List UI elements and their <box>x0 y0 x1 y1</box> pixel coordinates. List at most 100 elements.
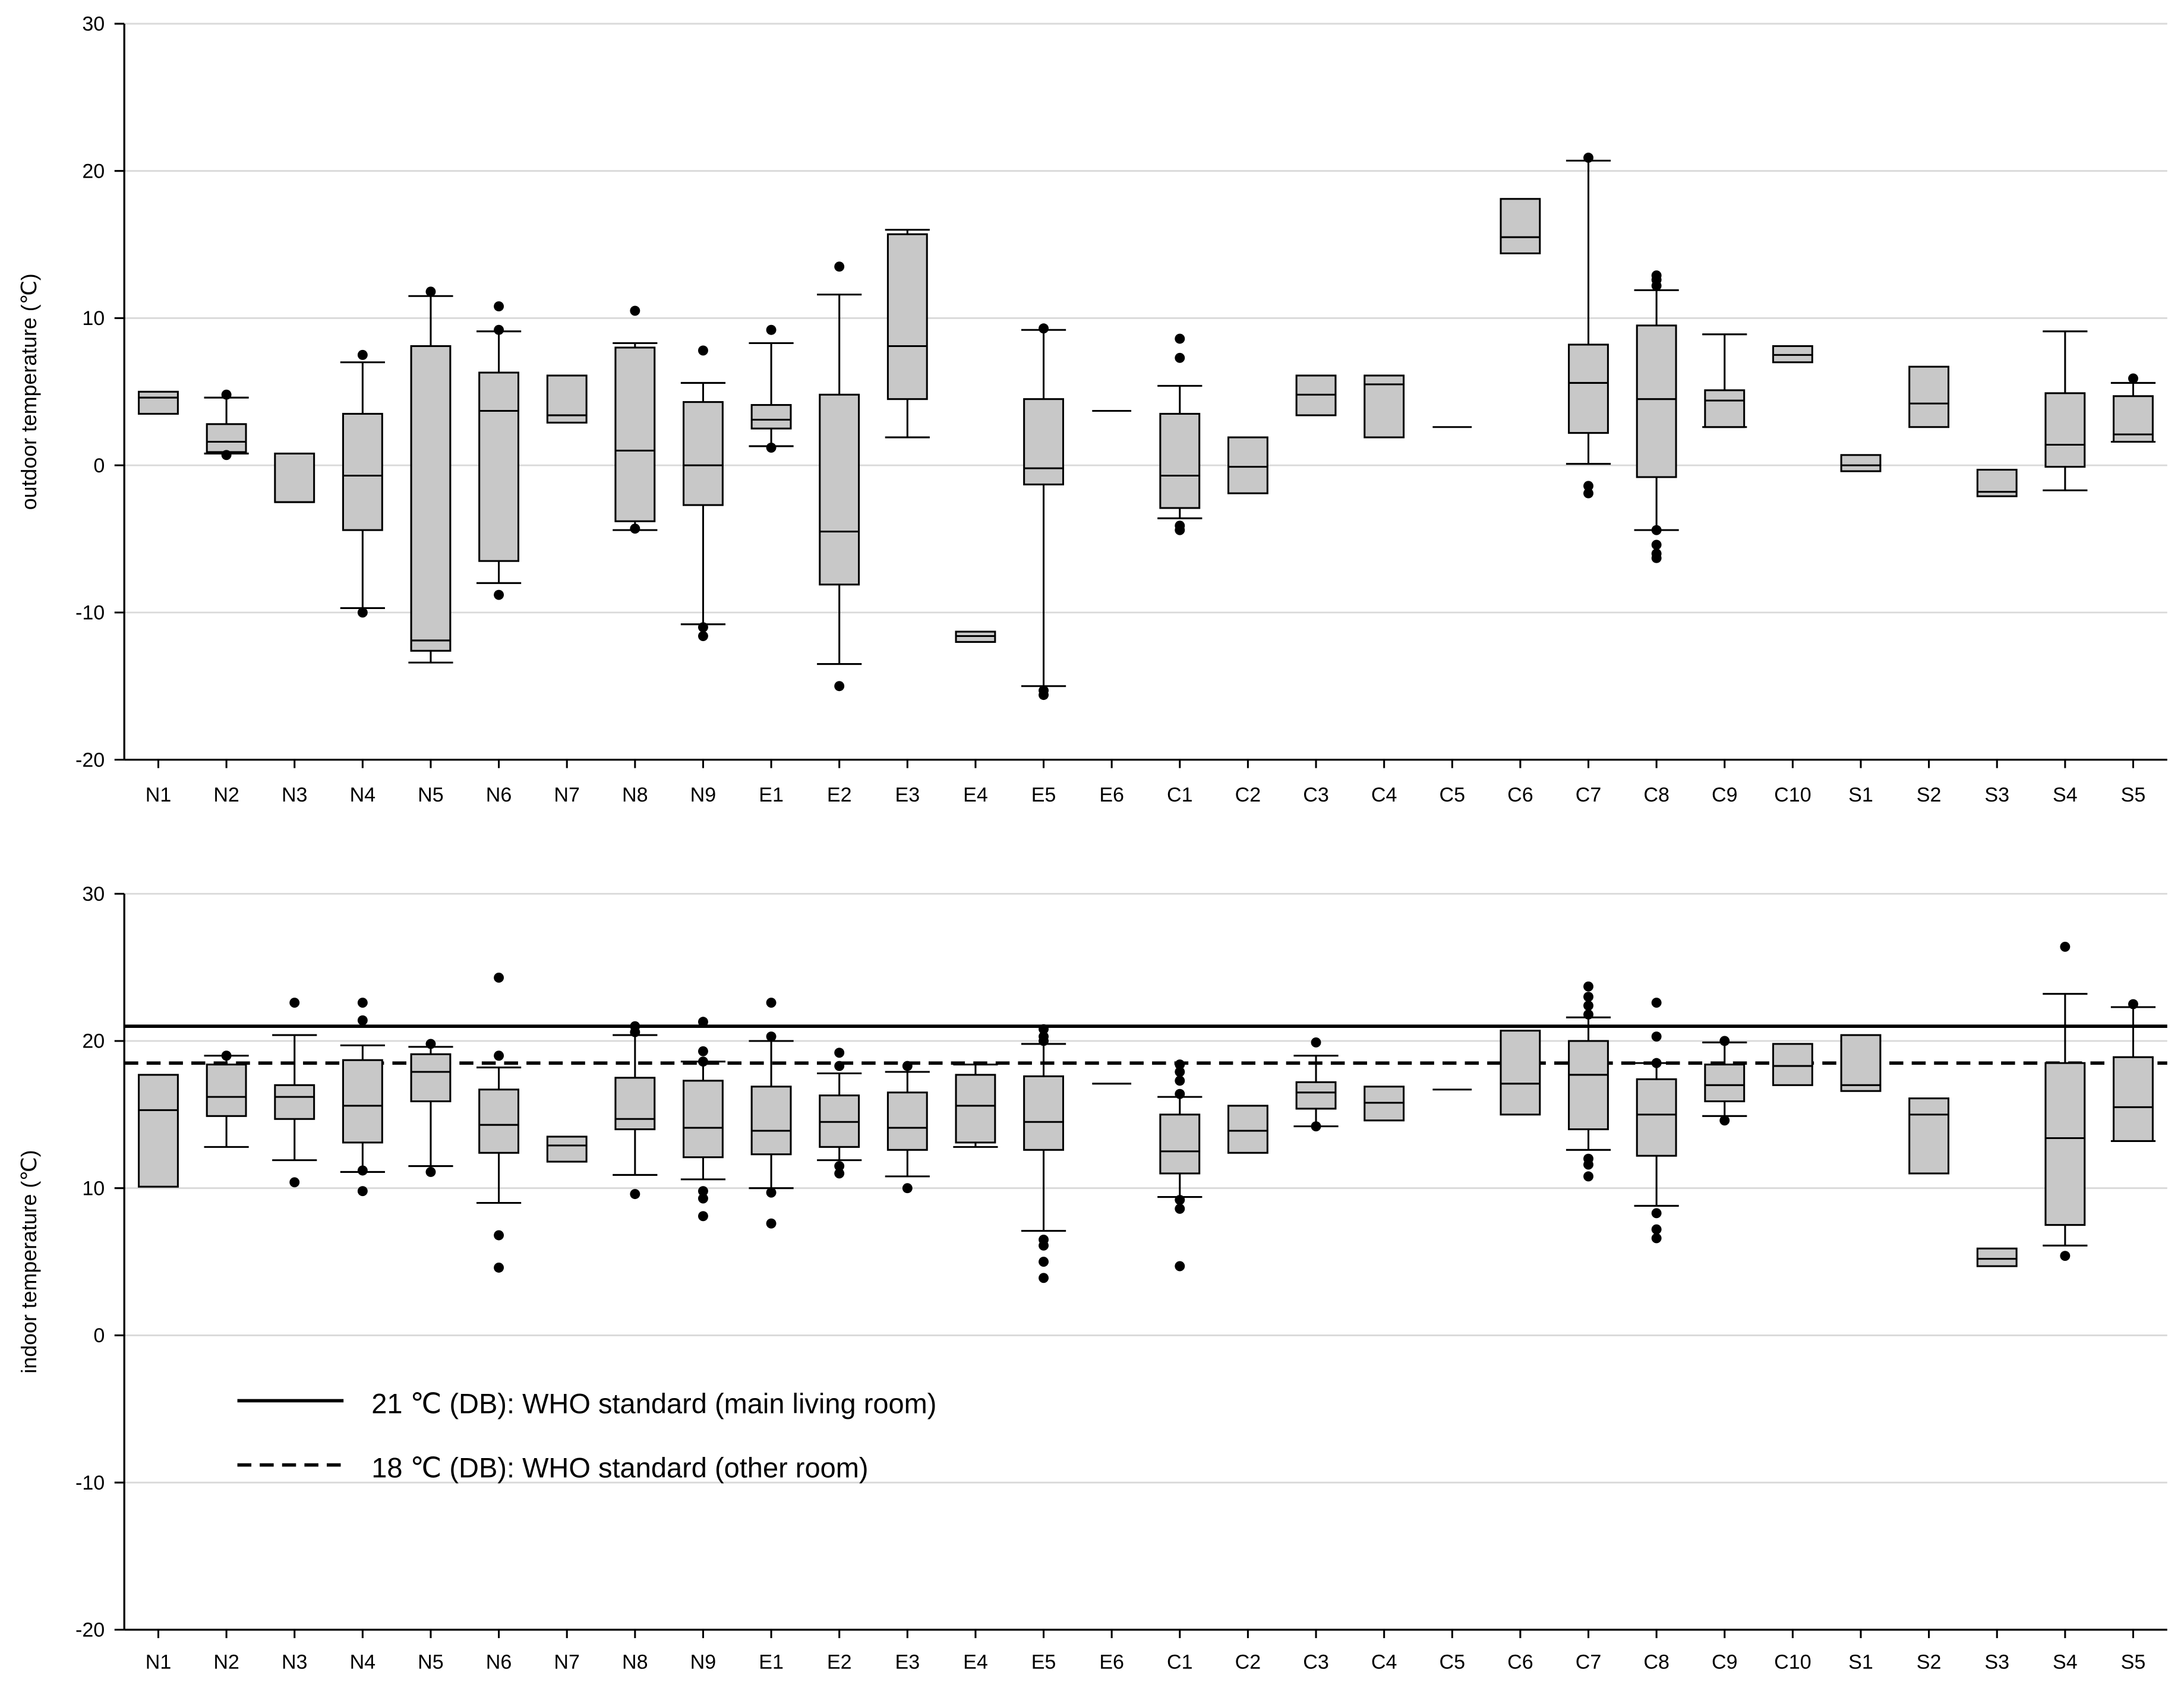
box-S1 <box>1840 454 1882 472</box>
box-iqr <box>1500 198 1541 254</box>
box-S3 <box>1976 1247 2018 1267</box>
box-iqr <box>2113 1056 2154 1142</box>
x-tick-label: N7 <box>554 1651 580 1674</box>
outlier-point <box>494 1050 504 1061</box>
outlier-point <box>698 1193 708 1204</box>
box-S1 <box>1840 1034 1882 1092</box>
x-tick-label: N5 <box>418 784 444 806</box>
x-tick-label: N9 <box>690 784 717 806</box>
outlier-point <box>357 607 368 618</box>
box-iqr <box>1159 412 1201 509</box>
x-tick-label: N9 <box>690 1651 717 1674</box>
x-tick-label: C4 <box>1371 1651 1397 1674</box>
x-tick-label: N6 <box>486 784 512 806</box>
outlier-point <box>630 1189 640 1200</box>
outlier-point <box>698 345 708 356</box>
box-C2 <box>1227 436 1268 494</box>
box-iqr <box>683 401 724 506</box>
box-iqr <box>138 1074 179 1188</box>
outlier-point <box>1039 690 1049 701</box>
x-tick-label: C4 <box>1371 784 1397 806</box>
box-N6 <box>476 972 522 1273</box>
outlier-point <box>2128 999 2138 1009</box>
x-tick-label: N8 <box>622 1651 648 1674</box>
x-tick-label: C1 <box>1167 784 1193 806</box>
outlier-point <box>1039 323 1049 334</box>
x-tick-label: C5 <box>1439 1651 1465 1674</box>
box-iqr <box>1364 374 1405 438</box>
box-S4 <box>2043 941 2088 1261</box>
box-E5 <box>1021 1024 1066 1283</box>
x-tick-label: E2 <box>827 1651 852 1674</box>
x-tick-label: E3 <box>895 1651 920 1674</box>
box-iqr <box>206 1064 247 1117</box>
y-tick-label: 10 <box>82 1177 105 1200</box>
box-iqr <box>819 393 860 586</box>
outlier-point <box>1651 1208 1662 1219</box>
box-E2 <box>817 261 862 692</box>
x-tick-label: S4 <box>2053 784 2078 806</box>
outlier-point <box>1175 333 1185 344</box>
outlier-point <box>1583 992 1593 1002</box>
y-tick-label: 10 <box>82 307 105 330</box>
outlier-point <box>357 1015 368 1026</box>
outlier-point <box>1583 1001 1593 1011</box>
box-iqr <box>1023 398 1064 485</box>
box-N4 <box>340 998 385 1197</box>
outlier-point <box>1651 270 1662 281</box>
outlier-point <box>834 1048 845 1058</box>
x-tick-label: C7 <box>1576 1651 1602 1674</box>
outlier-point <box>766 1031 777 1042</box>
outlier-point <box>902 1183 913 1194</box>
box-S3 <box>1976 469 2018 497</box>
outlier-point <box>425 286 436 297</box>
box-N2 <box>204 1050 249 1148</box>
box-S4 <box>2043 330 2088 491</box>
outlier-point <box>1175 1075 1185 1086</box>
x-tick-label: S5 <box>2121 1651 2146 1674</box>
outlier-point <box>221 389 232 400</box>
outlier-point <box>1175 525 1185 535</box>
outlier-point <box>766 324 777 335</box>
box-N4 <box>340 349 385 618</box>
outlier-point <box>221 450 232 460</box>
box-N7 <box>546 1135 588 1163</box>
box-E3 <box>885 1061 930 1194</box>
outlier-point <box>1651 525 1662 535</box>
outlier-point <box>1039 1031 1049 1042</box>
x-tick-label: N6 <box>486 1651 512 1674</box>
outlier-point <box>2128 373 2138 384</box>
box-C1 <box>1157 1059 1203 1272</box>
box-S2 <box>1908 1097 1950 1175</box>
outlier-point <box>834 1061 845 1071</box>
x-tick-label: N5 <box>418 1651 444 1674</box>
x-tick-label: E5 <box>1031 784 1056 806</box>
x-tick-label: N4 <box>350 1651 376 1674</box>
box-C2 <box>1227 1105 1268 1154</box>
outlier-point <box>1039 1257 1049 1267</box>
box-C4 <box>1364 1086 1405 1122</box>
x-tick-label: E1 <box>759 1651 784 1674</box>
outlier-point <box>1651 998 1662 1008</box>
outlier-point <box>698 1186 708 1197</box>
x-tick-label: E5 <box>1031 1651 1056 1674</box>
y-tick-label: 20 <box>82 160 105 182</box>
outlier-point <box>1039 1234 1049 1245</box>
box-C3 <box>1295 374 1337 417</box>
x-tick-label: C9 <box>1712 1651 1738 1674</box>
outlier-point <box>834 1161 845 1172</box>
outlier-point <box>698 1056 708 1067</box>
box-iqr <box>614 1077 656 1131</box>
x-tick-label: E6 <box>1099 784 1124 806</box>
x-tick-label: C3 <box>1303 1651 1329 1674</box>
box-C3 <box>1293 1037 1339 1132</box>
outlier-point <box>1311 1121 1321 1132</box>
outlier-point <box>698 631 708 641</box>
box-iqr <box>683 1080 724 1159</box>
x-tick-label: E4 <box>963 1651 988 1674</box>
box-iqr <box>274 452 315 503</box>
outlier-point <box>1583 1153 1593 1164</box>
box-iqr <box>1976 1247 2018 1267</box>
box-iqr <box>1227 1105 1268 1154</box>
box-iqr <box>546 1135 588 1163</box>
